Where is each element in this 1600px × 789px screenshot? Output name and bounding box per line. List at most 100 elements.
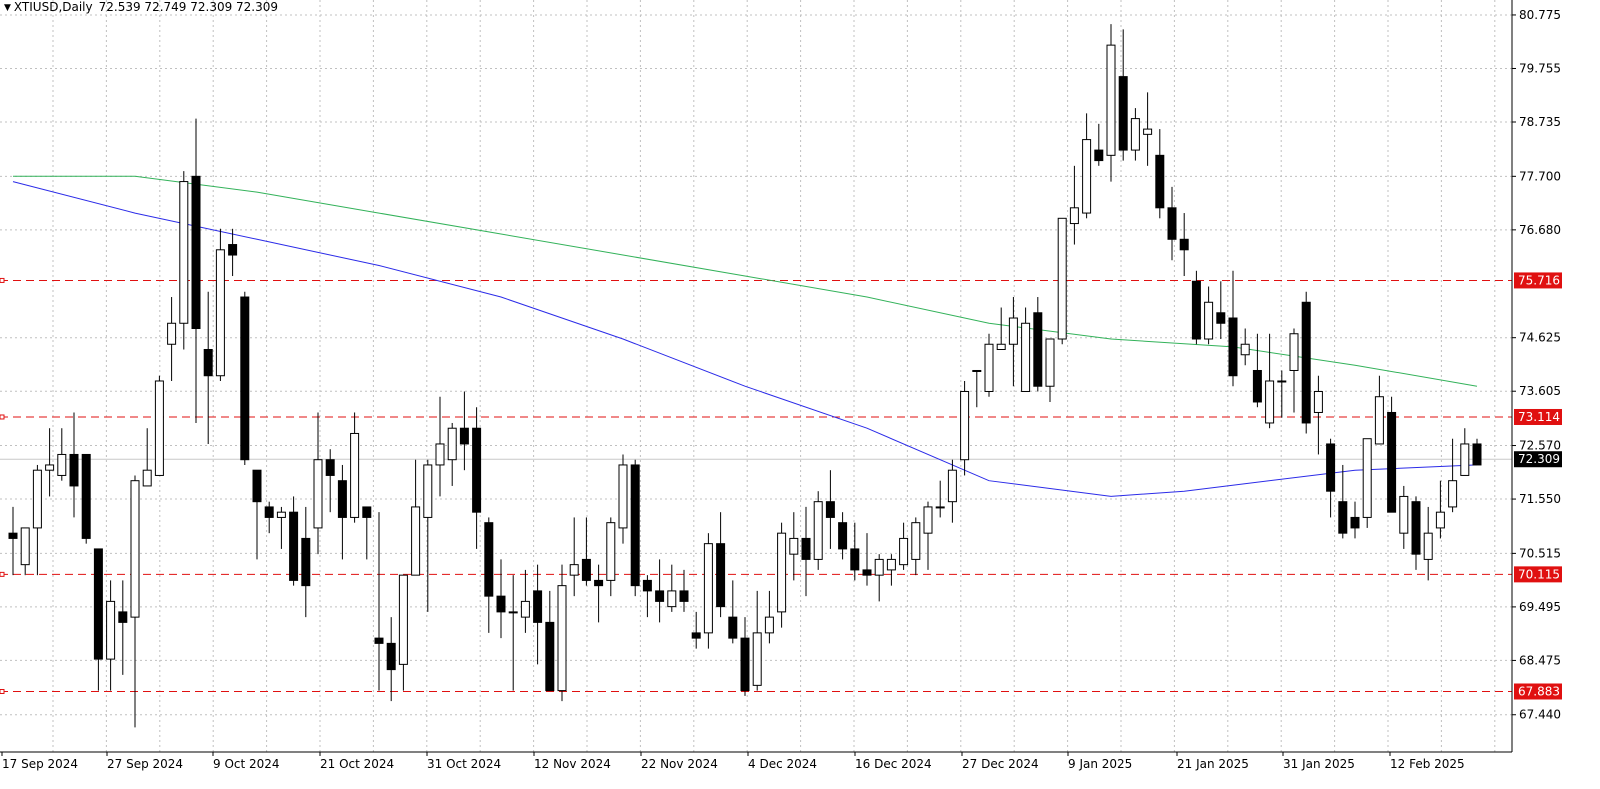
candle-body [1252,369,1262,403]
level-price-label-bg [1514,408,1562,425]
candle-body [240,296,250,461]
candle-body [325,459,335,476]
candle-body [740,637,750,692]
y-tick-label: 72.570 [1519,439,1561,453]
candle-body [1411,501,1421,555]
candle-body [789,537,799,555]
current-price-label: 72.309 [1518,452,1560,466]
candle-body [1130,118,1140,151]
x-tick-label: 21 Oct 2024 [320,757,394,771]
candle-body [496,595,506,613]
candle-body [252,469,262,503]
candle-body [1057,217,1067,340]
candle-body [862,569,872,576]
y-tick-label: 78.735 [1519,115,1561,129]
candle-body [32,469,42,529]
level-anchor [0,688,5,694]
candle-body [557,585,567,692]
candle-body [228,244,238,256]
price-labels: 75.716 73.114 70.115 67.883 72.309 [1514,272,1562,700]
candle-body [1472,443,1482,466]
candle-body [1082,139,1092,214]
candle-body [1350,516,1360,529]
candle-body [1008,317,1018,345]
horizontal-levels [0,277,1512,694]
candle-body [1313,390,1323,413]
candle-body [1374,396,1384,445]
candle-body [435,443,445,466]
candle-body [81,453,91,539]
candle-body [1265,380,1275,424]
candle-body [679,590,689,602]
candle-body [1326,443,1336,492]
candle-body [8,532,18,539]
candle-body [167,322,177,345]
candle-body [1179,238,1189,251]
candle-body [276,511,286,518]
candle-body [1240,343,1250,356]
x-tick-label: 27 Sep 2024 [107,757,183,771]
candle-body [899,537,909,566]
candle-body [1228,317,1238,377]
candle-body [813,501,823,560]
candle-body [1094,149,1104,162]
candle-body [1216,312,1226,324]
candle-body [386,642,396,671]
candle-body [484,522,494,597]
candle-body [752,632,762,686]
x-tick-label: 9 Jan 2025 [1068,757,1132,771]
candle-body [1021,322,1031,392]
candle-body [1118,76,1128,151]
x-tick-label: 27 Dec 2024 [962,757,1039,771]
candle-body [301,537,311,587]
candle-body [508,611,518,614]
candle-body [45,464,55,471]
candle-body [398,574,408,665]
level-anchor [0,414,5,420]
x-tick-label: 17 Sep 2024 [2,757,78,771]
candle-body [179,181,189,324]
triangle-down-icon[interactable]: ▼ [4,3,11,13]
candle-body [886,558,896,571]
candle-body [911,522,921,560]
candle-body [728,616,738,639]
candle-body [1460,443,1470,476]
candle-body [69,453,79,487]
candle-body [606,522,616,581]
candle-body [569,564,579,576]
chart-header: ▼ XTIUSD,Daily 72.539 72.749 72.309 72.309 [4,0,278,14]
candle-body [874,558,884,576]
candle-body [716,543,726,608]
candle-body [520,600,530,618]
y-tick-label: 70.515 [1519,546,1561,560]
candle-body [423,464,433,518]
x-tick-label: 21 Jan 2025 [1177,757,1249,771]
candle-body [972,369,982,372]
level-price-label-bg [1514,683,1562,700]
candle-body [801,537,811,560]
candle-body [691,632,701,639]
candle-body [935,506,945,509]
candle-body [1448,480,1458,508]
candle-body [191,175,201,330]
x-tick-label: 9 Oct 2024 [213,757,280,771]
candle-body [1435,511,1445,529]
candle-body [106,600,116,660]
candle-body [472,427,482,513]
candle-body [447,427,457,461]
candle-body [838,522,848,550]
y-tick-label: 69.495 [1519,600,1561,614]
candle-body [374,637,384,644]
candle-body [350,432,360,518]
candle-body [411,506,421,576]
candle-body [1277,380,1287,383]
candle-body [289,511,299,581]
candle-body [545,621,555,692]
candle-body [264,506,274,518]
candle-body [630,464,640,587]
x-tick-label: 12 Nov 2024 [534,757,611,771]
moving-average-line [12,181,1478,497]
x-tick-label: 31 Jan 2025 [1283,757,1355,771]
candle-body [313,459,323,529]
